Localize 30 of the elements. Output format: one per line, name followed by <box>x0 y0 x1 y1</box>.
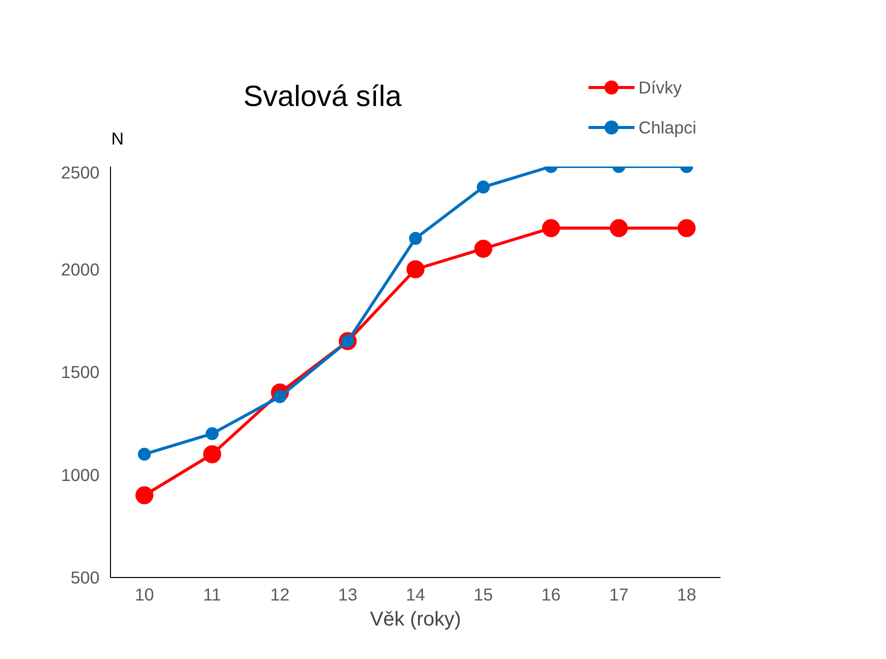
x-tick-label: 11 <box>203 584 222 604</box>
legend-label: Dívky <box>638 78 682 98</box>
point <box>406 260 424 278</box>
point <box>138 448 151 461</box>
x-tick-label: 18 <box>676 584 696 604</box>
point <box>542 219 560 238</box>
point <box>203 445 222 464</box>
x-tick-label: 15 <box>474 584 493 604</box>
x-axis-title: Věk (roky) <box>370 608 462 630</box>
x-tick-label: 16 <box>541 584 561 604</box>
point <box>610 219 628 238</box>
x-tick-label: 17 <box>609 584 628 604</box>
point <box>135 486 154 504</box>
y-tick-label: 1500 <box>60 362 100 382</box>
point <box>409 232 422 245</box>
point <box>678 219 696 238</box>
point <box>474 240 492 258</box>
x-tick-label: 10 <box>134 584 154 604</box>
y-tick-label: 2500 <box>60 162 100 182</box>
x-tick-label: 14 <box>406 584 426 604</box>
point <box>206 427 219 440</box>
legend-label: Chlapci <box>638 118 696 138</box>
y-tick-label: 2000 <box>60 259 100 280</box>
y-tick-label: 500 <box>70 568 100 588</box>
y-tick-label: 1000 <box>60 464 100 485</box>
x-tick-label: 12 <box>270 584 290 604</box>
point <box>476 180 490 194</box>
chart-title: Svalová síla <box>243 80 402 113</box>
x-tick-label: 13 <box>338 584 358 604</box>
y-axis-title: N <box>111 128 124 148</box>
